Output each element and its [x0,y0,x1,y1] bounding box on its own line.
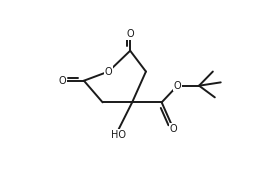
Text: O: O [170,124,177,134]
Text: O: O [126,29,134,39]
Text: HO: HO [111,130,126,140]
Text: O: O [105,67,112,76]
Text: O: O [58,76,66,86]
Text: O: O [173,81,181,91]
